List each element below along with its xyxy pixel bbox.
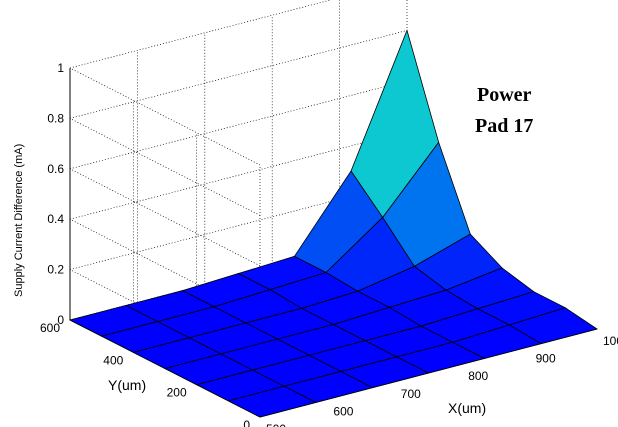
y-tick-label-400: 400 — [103, 353, 123, 367]
x-tick-label-500: 500 — [266, 422, 286, 427]
grid-line-z-back-2 — [69, 130, 408, 220]
grid-line-z-back-5 — [69, 0, 332, 69]
x-tick-label-800: 800 — [468, 369, 488, 383]
annotation-line-2: Pad 17 — [475, 115, 533, 137]
grid-line-z-side-5 — [69, 67, 261, 166]
z-axis-label: Supply Current Difference (mA) — [13, 144, 25, 297]
z-tick-label-0.6: 0.6 — [47, 162, 64, 176]
grid-line-z-side-2 — [69, 218, 261, 317]
chart-surface — [68, 29, 598, 418]
x-tick-label-1000: 1000 — [603, 334, 618, 348]
surface-patch-0-5 — [508, 307, 598, 345]
grid-line-z-back-4 — [69, 30, 408, 119]
grid-line-z-back-1 — [69, 181, 408, 270]
grid-line-z-side-3 — [69, 168, 261, 267]
x-axis-label: X(um) — [448, 400, 486, 416]
y-tick-label-0: 0 — [243, 418, 250, 427]
y-tick-label-200: 200 — [167, 386, 187, 400]
z-tick-label-0.4: 0.4 — [47, 212, 64, 226]
z-tick-label-0.2: 0.2 — [47, 263, 64, 277]
y-tick-label-600: 600 — [40, 321, 60, 335]
x-tick-label-700: 700 — [401, 387, 421, 401]
z-tick-label-1: 1 — [57, 61, 64, 75]
y-axis-label: Y(um) — [108, 377, 146, 393]
grid-line-z-side-1 — [69, 269, 261, 367]
grid-line-z-back-3 — [69, 80, 408, 170]
z-tick-label-0.8: 0.8 — [47, 111, 64, 125]
z-tick-label-0: 0 — [57, 313, 64, 327]
grid-line-z-side-4 — [69, 118, 261, 216]
annotation-line-1: Power — [477, 84, 532, 106]
x-tick-label-900: 900 — [536, 352, 556, 366]
chart-ticks: 0 0.2 0.4 0.6 0.8 1 0 200 400 600 500 600 700 800 900 1… — [40, 61, 618, 427]
x-tick-label-600: 600 — [333, 404, 353, 418]
